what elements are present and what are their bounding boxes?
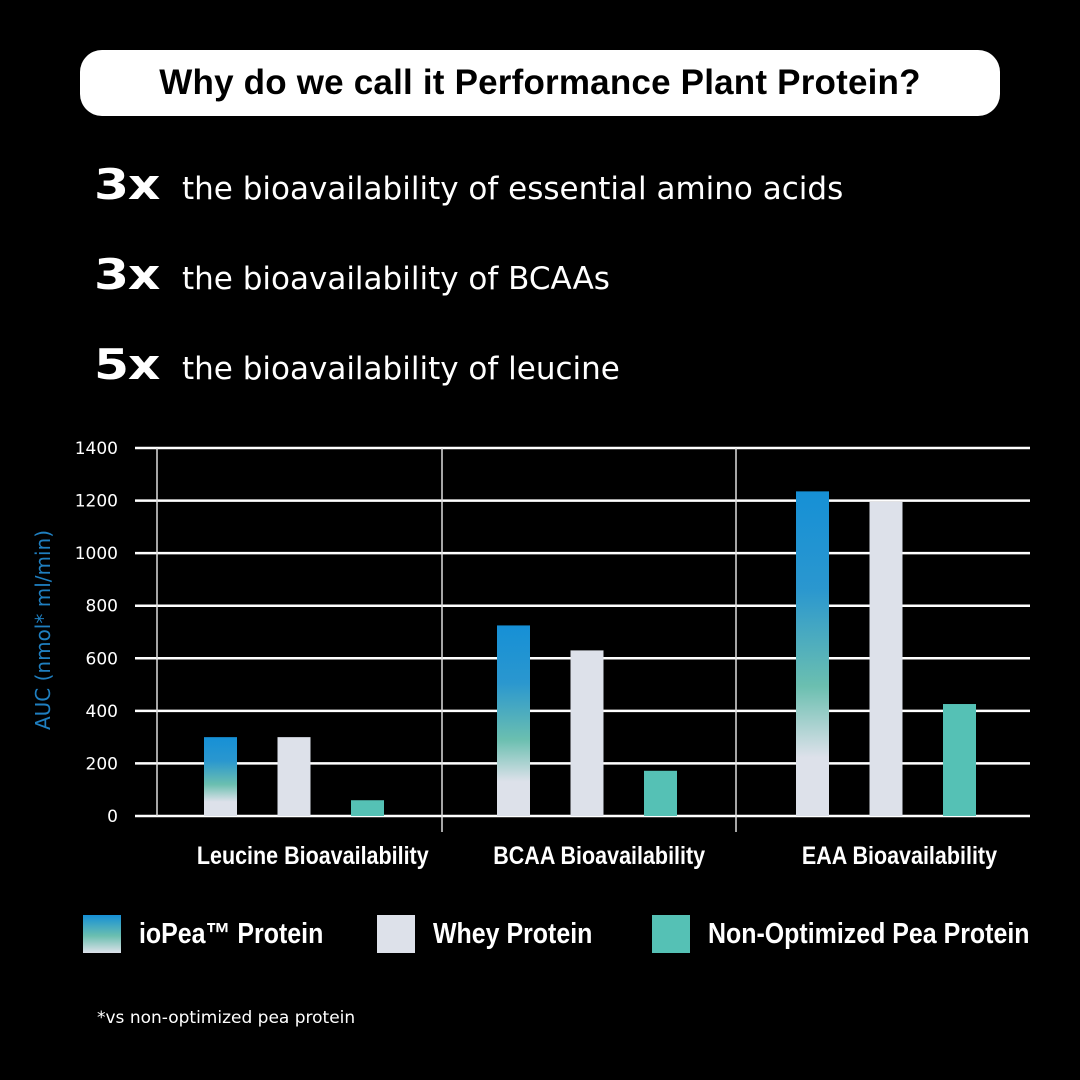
legend-swatch — [83, 915, 121, 953]
claim-leucine: 5x the bioavailability of leucine — [94, 340, 620, 389]
claim-text: the bioavailability of essential amino a… — [182, 171, 844, 207]
bar-whey — [570, 650, 604, 816]
claim-multiplier: 5x — [94, 340, 160, 389]
y-tick-label: 600 — [86, 649, 118, 669]
legend-swatch — [652, 915, 690, 953]
y-tick-label: 1200 — [75, 492, 118, 512]
y-tick-label: 1000 — [75, 544, 118, 564]
bar-whey — [277, 737, 311, 816]
category-label: Leucine Bioavailability — [196, 842, 429, 870]
claim-eaa: 3x the bioavailability of essential amin… — [94, 160, 843, 209]
claim-multiplier: 3x — [94, 250, 160, 299]
bar-pea — [943, 704, 976, 816]
y-axis-label: AUC (nmol* ml/min) — [31, 530, 55, 730]
bar-pea — [644, 770, 677, 816]
category-label: BCAA Bioavailability — [493, 842, 706, 870]
bar-whey — [869, 501, 903, 816]
bar-iopea — [497, 625, 530, 816]
category-label: EAA Bioavailability — [801, 842, 998, 870]
claim-multiplier: 3x — [94, 160, 160, 209]
legend-whey: Whey Protein — [377, 915, 618, 953]
legend-pea: Non-Optimized Pea Protein — [652, 915, 1080, 953]
claim-bcaa: 3x the bioavailability of BCAAs — [94, 250, 610, 299]
legend-iopea: ioPea™ Protein — [83, 915, 353, 953]
y-tick-label: 800 — [86, 597, 118, 617]
bar-chart: 0 200 400 600 800 1000 1200 1400 AUC (nmol* ml/… — [31, 439, 1030, 832]
legend-label: Whey Protein — [433, 917, 593, 950]
claim-text: the bioavailability of BCAAs — [182, 261, 610, 297]
bar-iopea — [796, 491, 829, 816]
y-tick-label: 0 — [107, 807, 118, 827]
y-tick-label: 400 — [86, 702, 118, 722]
bar-pea — [351, 800, 384, 816]
y-tick-label: 200 — [86, 754, 118, 774]
claim-text: the bioavailability of leucine — [182, 351, 620, 387]
legend-swatch — [377, 915, 415, 953]
page-title: Why do we call it Performance Plant Prot… — [159, 63, 921, 102]
footnote: *vs non-optimized pea protein — [97, 1008, 356, 1028]
legend-label: ioPea™ Protein — [139, 917, 324, 950]
bar-iopea — [204, 737, 237, 816]
legend-label: Non-Optimized Pea Protein — [708, 917, 1030, 950]
title-banner: Why do we call it Performance Plant Prot… — [80, 50, 1000, 116]
y-tick-label: 1400 — [75, 439, 118, 459]
